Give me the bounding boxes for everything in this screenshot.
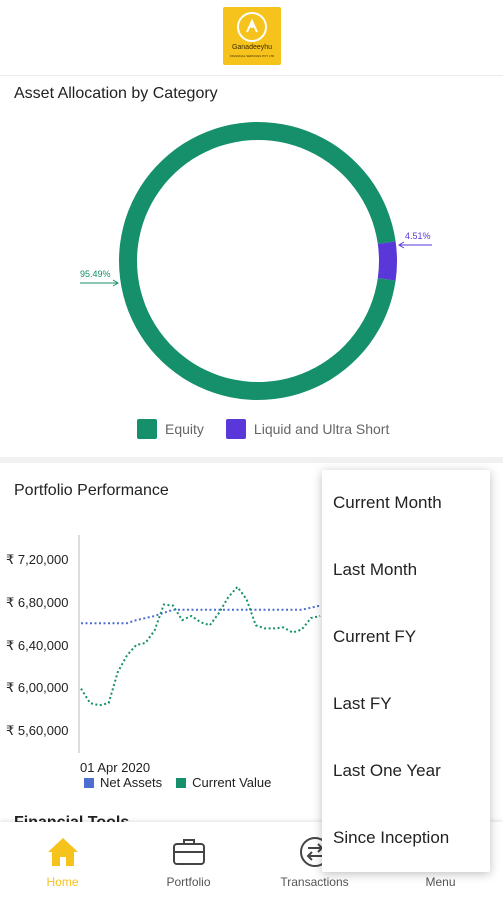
y-tick-label: ₹ 5,60,000 [6, 723, 69, 738]
logo-text: Ganadeeyhu [231, 44, 273, 51]
legend-current-value-swatch [176, 777, 187, 788]
menu-item-current-month[interactable]: Current Month [333, 493, 442, 512]
donut-label-liquid: 4.51% [405, 231, 431, 241]
bottom-navigation: Home Portfolio Transactions Menu [0, 822, 503, 900]
logo-icon [237, 12, 267, 42]
home-icon [47, 838, 78, 866]
series-line-net-assets [81, 604, 321, 625]
legend-liquid-label: Liquid and Ultra Short [253, 421, 390, 437]
y-tick-label: ₹ 6,80,000 [6, 595, 69, 610]
app-logo[interactable]: Ganadeeyhu FINANCIAL SERVICES PVT LTD [223, 7, 281, 65]
portfolio-performance-line-chart [78, 535, 321, 753]
period-dropdown-menu: Current Month Last Month Current FY Last… [322, 470, 490, 872]
donut-leader-arrow-equity [112, 279, 119, 287]
menu-item-last-one-year[interactable]: Last One Year [333, 761, 441, 780]
exchange-icon [299, 837, 330, 867]
legend-liquid-swatch [225, 419, 246, 439]
nav-menu-label: Menu [425, 875, 456, 889]
briefcase-icon [172, 839, 205, 865]
y-tick-label: ₹ 7,20,000 [6, 552, 69, 567]
portfolio-performance-title: Portfolio Performance [14, 482, 169, 499]
y-tick-label: ₹ 6,00,000 [6, 680, 69, 695]
x-tick-label: 01 Apr 2020 [80, 760, 151, 775]
legend-net-assets-swatch [84, 777, 94, 788]
menu-item-since-inception[interactable]: Since Inception [333, 828, 450, 847]
donut-label-equity: 95.49% [80, 269, 111, 279]
legend-equity-swatch [137, 419, 157, 439]
y-tick-label: ₹ 6,40,000 [6, 638, 69, 653]
section-divider [0, 457, 503, 463]
logo-subtext: FINANCIAL SERVICES PVT LTD [229, 54, 275, 58]
nav-portfolio[interactable]: Portfolio [126, 822, 251, 900]
menu-item-current-fy[interactable]: Current FY [333, 627, 417, 646]
legend-net-assets-label: Net Assets [100, 775, 163, 790]
donut-slice-liquid [377, 241, 397, 281]
line-chart-legend: Net Assets Current Value [84, 775, 271, 790]
donut-leader-arrow-liquid [398, 241, 405, 249]
nav-transactions[interactable]: Transactions [252, 822, 377, 900]
donut-slice-equity [118, 122, 396, 401]
donut-legend: Equity Liquid and Ultra Short [137, 419, 389, 439]
nav-transactions-label: Transactions [280, 875, 349, 889]
app-header: Ganadeeyhu FINANCIAL SERVICES PVT LTD [0, 0, 503, 76]
asset-allocation-card: Asset Allocation by Category 95.49% 4.51%… [0, 77, 503, 457]
series-line-current-value [80, 585, 321, 707]
nav-home-label: Home [46, 875, 79, 889]
menu-item-last-fy[interactable]: Last FY [333, 694, 392, 713]
asset-allocation-donut-chart: 95.49% 4.51% [80, 122, 432, 401]
nav-menu[interactable]: Menu [378, 822, 503, 900]
nav-portfolio-label: Portfolio [166, 875, 211, 889]
menu-item-last-month[interactable]: Last Month [333, 560, 418, 579]
legend-equity-label: Equity [165, 421, 204, 437]
legend-current-value-label: Current Value [192, 775, 272, 790]
asset-allocation-title: Asset Allocation by Category [14, 85, 218, 102]
nav-home[interactable]: Home [0, 822, 125, 900]
